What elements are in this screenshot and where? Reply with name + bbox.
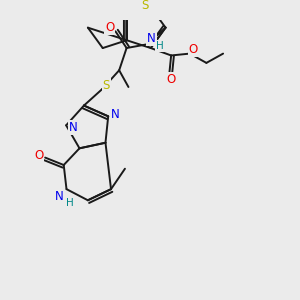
Text: N: N — [55, 190, 64, 203]
Text: O: O — [189, 44, 198, 56]
Text: H: H — [66, 198, 74, 208]
Text: O: O — [167, 73, 176, 86]
Text: S: S — [103, 79, 110, 92]
Text: O: O — [105, 21, 115, 34]
Text: N: N — [69, 121, 78, 134]
Text: O: O — [34, 149, 43, 162]
Text: S: S — [142, 0, 149, 12]
Text: N: N — [147, 32, 156, 45]
Text: H: H — [156, 41, 164, 51]
Text: N: N — [111, 108, 120, 121]
